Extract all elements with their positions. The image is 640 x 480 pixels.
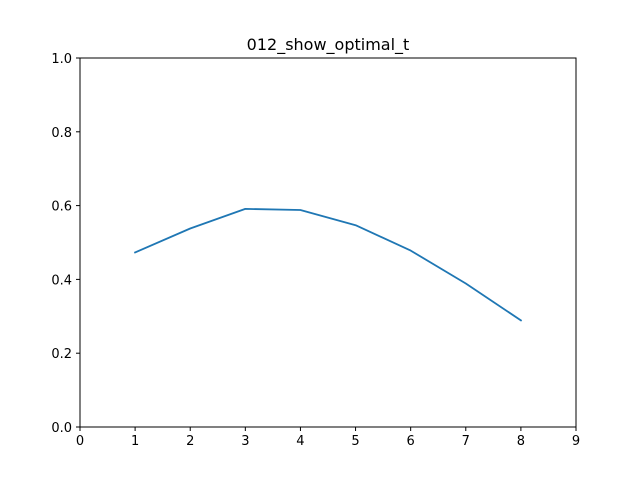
- y-tick-label: 1.0: [51, 52, 72, 67]
- x-tick-label: 3: [241, 434, 249, 449]
- y-tick-label: 0.2: [51, 347, 72, 362]
- x-axis-ticks: 0 1 2 3 4 5 6 7 8 9: [76, 427, 580, 449]
- series-layer: [133, 207, 523, 322]
- y-tick-label: 0.8: [51, 126, 72, 141]
- y-tick-label: 0.0: [51, 421, 72, 436]
- y-tick-label: 0.6: [51, 200, 72, 215]
- x-tick-label: 0: [76, 434, 84, 449]
- x-tick-label: 6: [407, 434, 415, 449]
- x-tick-label: 5: [351, 434, 359, 449]
- chart-title: 012_show_optimal_t: [247, 35, 410, 55]
- x-tick-label: 7: [462, 434, 470, 449]
- x-tick-label: 1: [131, 434, 139, 449]
- plot-area-frame: [79, 57, 577, 428]
- x-tick-label: 9: [572, 434, 580, 449]
- y-axis-ticks: 0.0 0.2 0.4 0.6 0.8 1.0: [51, 52, 80, 436]
- y-tick-label: 0.4: [51, 273, 72, 288]
- x-tick-label: 4: [296, 434, 304, 449]
- series-line-0: [133, 207, 523, 322]
- x-tick-label: 2: [186, 434, 194, 449]
- x-tick-label: 8: [517, 434, 525, 449]
